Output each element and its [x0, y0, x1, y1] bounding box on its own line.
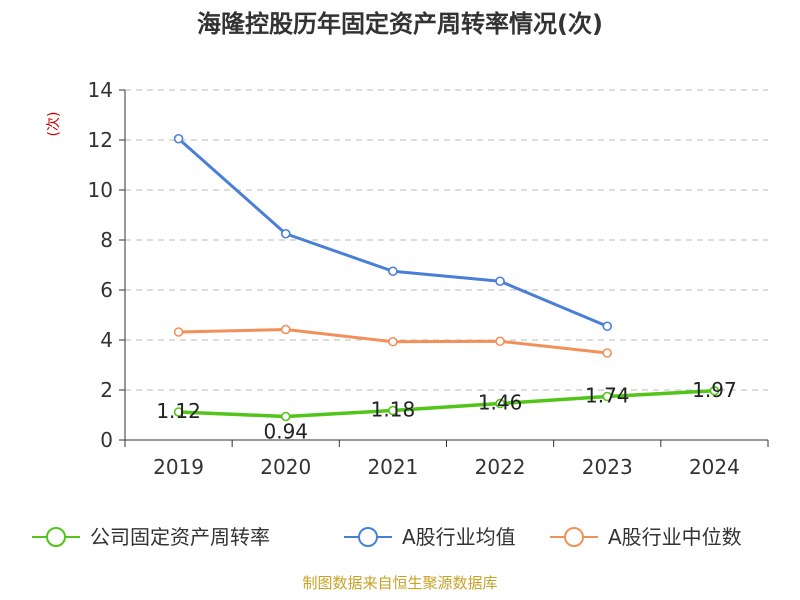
data-point	[280, 228, 291, 239]
legend-marker-swatch	[358, 527, 378, 547]
x-tick-label: 2019	[153, 455, 204, 479]
data-point	[495, 336, 505, 347]
source-note: 制图数据来自恒生聚源数据库	[302, 574, 497, 592]
y-tick-label: 0	[100, 428, 113, 452]
data-point	[388, 336, 398, 347]
data-labels: 1.12 0.94 1.18 1.46 1.74 1.97	[156, 378, 736, 444]
legend: 公司固定资产周转率 A股行业均值 A股行业中位数	[32, 525, 742, 549]
y-tick-label: 2	[100, 378, 113, 402]
data-label: 1.12	[156, 399, 201, 423]
data-point	[709, 385, 720, 396]
legend-item[interactable]: 公司固定资产周转率	[32, 525, 270, 549]
legend-marker-swatch	[564, 527, 584, 547]
data-point	[388, 266, 398, 277]
data-point	[173, 407, 184, 417]
series-layer	[173, 133, 720, 422]
series-line	[176, 389, 717, 419]
grid-lines	[125, 89, 768, 391]
legend-label: 公司固定资产周转率	[90, 525, 270, 549]
data-point	[280, 324, 291, 335]
data-label: 1.74	[585, 384, 630, 408]
y-tick-label: 8	[100, 228, 113, 252]
legend-marker-swatch	[46, 527, 66, 547]
y-tick-label: 4	[100, 328, 113, 352]
data-label: 1.97	[692, 378, 737, 402]
axes: 0 2 4 6 8 10 12 14 2019 2020 2021 2022 2023 2024	[88, 78, 769, 479]
y-tick-label: 6	[100, 278, 113, 302]
y-tick-label: 10	[88, 178, 113, 202]
data-label: 1.46	[478, 391, 523, 415]
x-tick-label: 2021	[367, 455, 418, 479]
legend-item[interactable]: A股行业均值	[344, 525, 516, 549]
chart-title: 海隆控股历年固定资产周转率情况(次)	[197, 10, 603, 38]
x-tick-label: 2023	[582, 455, 633, 479]
x-tick-label: 2024	[689, 455, 740, 479]
legend-label: A股行业均值	[402, 525, 516, 549]
y-tick-label: 12	[88, 128, 113, 152]
data-label: 1.18	[371, 398, 416, 422]
y-axis-unit-label: (次)	[46, 112, 62, 137]
data-point	[280, 411, 291, 422]
data-point	[173, 133, 184, 144]
series-line	[177, 137, 609, 328]
legend-label: A股行业中位数	[608, 525, 742, 549]
data-point	[602, 391, 613, 402]
data-point	[388, 405, 398, 416]
data-point	[173, 327, 184, 337]
data-label: 0.94	[263, 420, 308, 444]
x-tick-label: 2022	[475, 455, 526, 479]
data-point	[602, 348, 613, 358]
y-tick-label: 14	[88, 78, 113, 102]
data-point	[602, 321, 613, 332]
legend-item[interactable]: A股行业中位数	[550, 525, 742, 549]
x-tick-label: 2020	[260, 455, 311, 479]
data-point	[495, 398, 505, 409]
data-point	[495, 276, 505, 287]
